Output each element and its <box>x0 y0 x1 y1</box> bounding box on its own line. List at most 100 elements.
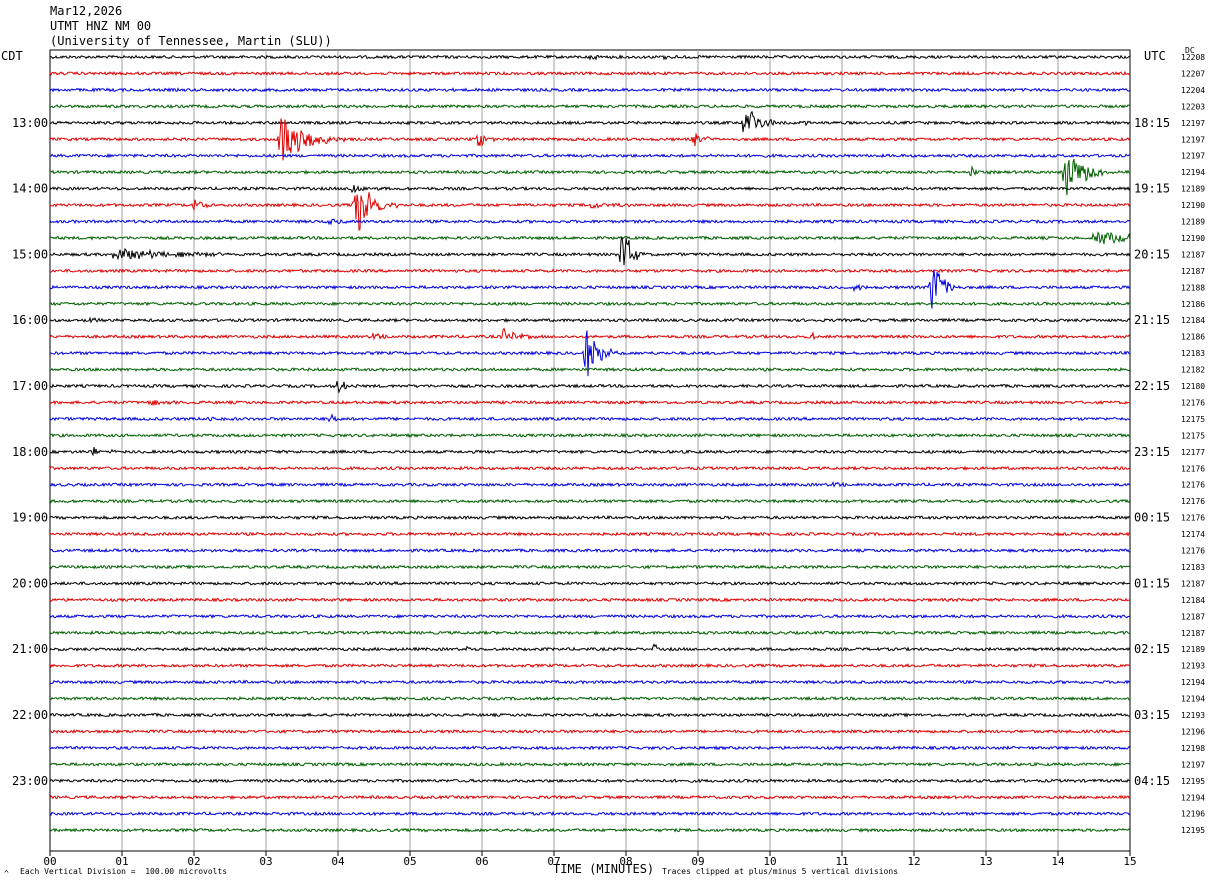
dc-offset-label: 12194 <box>1181 695 1205 704</box>
dc-offset-label: 12176 <box>1181 464 1205 473</box>
trace-row-35 <box>49 629 1131 636</box>
dc-column-header: DC <box>1185 46 1195 55</box>
dc-offset-label: 12176 <box>1181 481 1205 490</box>
dc-offset-label: 12190 <box>1181 201 1205 210</box>
dc-offset-label: 12208 <box>1181 53 1205 62</box>
corner-mark: ^ <box>4 869 9 878</box>
trace-rows <box>49 54 1131 833</box>
dc-offset-label: 12197 <box>1181 760 1205 769</box>
scale-note: Each Vertical Division = 100.00 microvol… <box>20 867 228 876</box>
dc-offset-label: 12187 <box>1181 267 1205 276</box>
dc-offset-label: 12188 <box>1181 283 1205 292</box>
trace-row-28 <box>49 514 1131 521</box>
trace-row-27 <box>49 498 1131 504</box>
dc-offset-label: 12186 <box>1181 300 1205 309</box>
left-time-label: 23:00 <box>12 774 48 788</box>
left-time-label: 14:00 <box>12 182 48 196</box>
trace-row-12 <box>49 236 1131 266</box>
trace-row-24 <box>49 447 1131 457</box>
trace-row-8 <box>49 185 1131 194</box>
trace-row-5 <box>49 118 1131 161</box>
trace-row-16 <box>49 316 1131 324</box>
x-tick-label: 10 <box>763 855 776 868</box>
trace-row-6 <box>50 152 1131 159</box>
trace-row-42 <box>49 745 1131 751</box>
trace-row-21 <box>49 399 1131 407</box>
dc-offset-label: 12198 <box>1181 744 1205 753</box>
trace-row-4 <box>49 110 1131 133</box>
dc-offset-label: 12197 <box>1181 119 1205 128</box>
x-tick-label: 03 <box>259 855 272 868</box>
dc-offset-label: 12187 <box>1181 250 1205 259</box>
trace-row-10 <box>49 218 1131 226</box>
left-time-label: 19:00 <box>12 511 48 525</box>
x-tick-label: 14 <box>1051 855 1065 868</box>
right-time-label: 21:15 <box>1134 313 1170 327</box>
trace-row-15 <box>49 300 1131 307</box>
trace-row-1 <box>49 70 1131 77</box>
dc-offset-label: 12176 <box>1181 514 1205 523</box>
right-time-label: 23:15 <box>1134 445 1170 459</box>
x-tick-label: 01 <box>115 855 128 868</box>
dc-offset-label: 12176 <box>1181 497 1205 506</box>
left-time-label: 22:00 <box>12 708 48 722</box>
dc-offset-label: 12180 <box>1181 382 1205 391</box>
right-time-labels: 18:15 19:15 20:15 21:15 22:15 23:15 00:15 01:15… <box>1134 116 1170 788</box>
trace-row-37 <box>49 662 1131 669</box>
dc-offset-label: 12204 <box>1181 86 1205 95</box>
x-tick-label: 11 <box>835 855 848 868</box>
x-axis: 00 01 02 03 04 05 06 07 08 09 10 11 12 13 14 15 <box>43 851 1137 868</box>
dc-offset-label: 12193 <box>1181 662 1205 671</box>
trace-row-2 <box>49 87 1131 93</box>
dc-offset-label: 12187 <box>1181 612 1205 621</box>
trace-row-25 <box>49 465 1131 471</box>
clip-note: Traces clipped at plus/minus 5 vertical … <box>662 867 899 876</box>
dc-offset-label: 12196 <box>1181 810 1205 819</box>
right-timezone: UTC <box>1144 49 1166 63</box>
dc-offset-label: 12190 <box>1181 234 1205 243</box>
x-axis-label: TIME (MINUTES) <box>553 862 655 876</box>
dc-offset-label: 12177 <box>1181 448 1205 457</box>
trace-row-47 <box>49 827 1131 833</box>
right-time-label: 22:15 <box>1134 379 1170 393</box>
left-time-label: 20:00 <box>12 576 48 590</box>
trace-row-11 <box>49 231 1131 245</box>
dc-offset-label: 12194 <box>1181 793 1205 802</box>
dc-offset-label: 12183 <box>1181 349 1205 358</box>
right-time-label: 01:15 <box>1134 576 1170 590</box>
dc-offset-label: 12207 <box>1181 69 1205 78</box>
trace-row-0 <box>49 54 1131 61</box>
trace-row-9 <box>49 192 1131 232</box>
right-time-label: 00:15 <box>1134 511 1170 525</box>
trace-row-36 <box>49 643 1131 652</box>
dc-offset-label: 12203 <box>1181 102 1205 111</box>
dc-offset-label: 12194 <box>1181 168 1205 177</box>
trace-row-3 <box>49 103 1131 110</box>
right-time-label: 02:15 <box>1134 642 1170 656</box>
dc-offset-label: 12183 <box>1181 563 1205 572</box>
left-timezone: CDT <box>1 49 23 63</box>
right-time-label: 18:15 <box>1134 116 1170 130</box>
dc-offset-label: 12174 <box>1181 530 1205 539</box>
dc-offset-label: 12175 <box>1181 415 1205 424</box>
left-time-label: 17:00 <box>12 379 48 393</box>
trace-row-20 <box>49 381 1131 394</box>
institution-name: (University of Tennessee, Martin (SLU)) <box>50 34 332 48</box>
trace-row-38 <box>49 679 1131 685</box>
dc-offset-label: 12189 <box>1181 218 1205 227</box>
dc-offset-label: 12184 <box>1181 316 1205 325</box>
trace-row-41 <box>49 728 1131 735</box>
right-time-label: 04:15 <box>1134 774 1170 788</box>
trace-row-44 <box>49 778 1131 784</box>
dc-offset-label: 12194 <box>1181 678 1205 687</box>
trace-row-29 <box>49 531 1131 537</box>
dc-offset-label: 12196 <box>1181 727 1205 736</box>
trace-row-22 <box>49 413 1131 423</box>
trace-row-31 <box>49 564 1131 570</box>
dc-offset-label: 12186 <box>1181 333 1205 342</box>
trace-row-34 <box>49 613 1131 619</box>
trace-row-43 <box>49 761 1131 768</box>
dc-offset-label: 12193 <box>1181 711 1205 720</box>
x-tick-label: 15 <box>1123 855 1136 868</box>
